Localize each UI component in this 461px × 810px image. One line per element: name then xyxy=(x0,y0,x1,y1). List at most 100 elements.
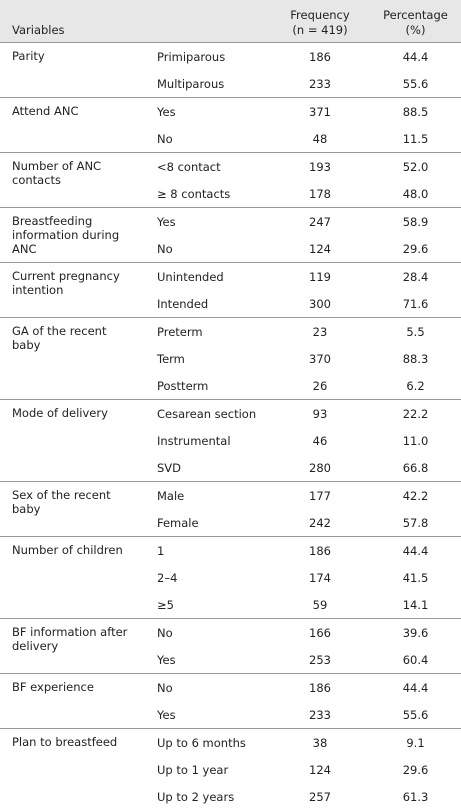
frequency-cell: 26 xyxy=(270,372,370,400)
percentage-cell: 28.4 xyxy=(370,263,461,291)
frequency-cell: 48 xyxy=(270,125,370,153)
variable-cell: Number of ANC contacts xyxy=(0,153,145,208)
frequency-cell: 233 xyxy=(270,701,370,729)
frequency-cell: 178 xyxy=(270,180,370,208)
percentage-cell: 60.4 xyxy=(370,646,461,674)
category-cell: Yes xyxy=(145,701,270,729)
category-cell: Yes xyxy=(145,98,270,126)
percentage-cell: 11.0 xyxy=(370,427,461,454)
variable-cell: GA of the recent baby xyxy=(0,318,145,400)
percentage-cell: 55.6 xyxy=(370,701,461,729)
category-cell: Up to 1 year xyxy=(145,756,270,783)
percentage-cell: 48.0 xyxy=(370,180,461,208)
category-cell: Primiparous xyxy=(145,43,270,71)
header-text: (n = 419) xyxy=(276,23,364,38)
variable-cell: Sex of the recent baby xyxy=(0,482,145,537)
percentage-cell: 22.2 xyxy=(370,400,461,428)
category-cell: Term xyxy=(145,345,270,372)
category-cell: SVD xyxy=(145,454,270,482)
percentage-cell: 11.5 xyxy=(370,125,461,153)
percentage-cell: 44.4 xyxy=(370,674,461,702)
category-cell: 1 xyxy=(145,537,270,565)
category-cell: Up to 6 months xyxy=(145,729,270,757)
percentage-cell: 14.1 xyxy=(370,591,461,619)
percentage-cell: 61.3 xyxy=(370,783,461,810)
percentage-cell: 52.0 xyxy=(370,153,461,181)
percentage-cell: 44.4 xyxy=(370,43,461,71)
variable-cell: Mode of delivery xyxy=(0,400,145,482)
category-cell: <8 contact xyxy=(145,153,270,181)
variable-cell: Current pregnancy intention xyxy=(0,263,145,318)
frequency-cell: 38 xyxy=(270,729,370,757)
category-cell: Up to 2 years xyxy=(145,783,270,810)
frequency-cell: 186 xyxy=(270,43,370,71)
category-cell: No xyxy=(145,619,270,647)
percentage-cell: 41.5 xyxy=(370,564,461,591)
frequency-cell: 166 xyxy=(270,619,370,647)
header-text: (%) xyxy=(376,23,455,38)
variable-cell: Parity xyxy=(0,43,145,98)
percentage-cell: 9.1 xyxy=(370,729,461,757)
header-percentage: Percentage(%) xyxy=(370,0,461,43)
frequency-cell: 177 xyxy=(270,482,370,510)
category-cell: Female xyxy=(145,509,270,537)
percentage-cell: 66.8 xyxy=(370,454,461,482)
percentage-cell: 6.2 xyxy=(370,372,461,400)
percentage-cell: 88.5 xyxy=(370,98,461,126)
frequency-cell: 247 xyxy=(270,208,370,236)
percentage-cell: 88.3 xyxy=(370,345,461,372)
percentage-cell: 71.6 xyxy=(370,290,461,318)
frequency-cell: 119 xyxy=(270,263,370,291)
variable-cell: Plan to breastfeed xyxy=(0,729,145,810)
category-cell: No xyxy=(145,235,270,263)
frequency-cell: 280 xyxy=(270,454,370,482)
frequency-cell: 174 xyxy=(270,564,370,591)
header-variables: Variables xyxy=(0,0,270,43)
category-cell: Cesarean section xyxy=(145,400,270,428)
category-cell: Instrumental xyxy=(145,427,270,454)
frequency-cell: 186 xyxy=(270,674,370,702)
frequency-cell: 46 xyxy=(270,427,370,454)
frequency-cell: 59 xyxy=(270,591,370,619)
variable-cell: BF experience xyxy=(0,674,145,729)
percentage-cell: 5.5 xyxy=(370,318,461,346)
category-cell: Postterm xyxy=(145,372,270,400)
category-cell: ≥5 xyxy=(145,591,270,619)
frequency-cell: 124 xyxy=(270,235,370,263)
category-cell: Intended xyxy=(145,290,270,318)
table-header: Variables Frequency(n = 419) Percentage(… xyxy=(0,0,461,43)
frequency-cell: 93 xyxy=(270,400,370,428)
percentage-cell: 29.6 xyxy=(370,756,461,783)
percentage-cell: 39.6 xyxy=(370,619,461,647)
frequency-cell: 300 xyxy=(270,290,370,318)
frequency-cell: 233 xyxy=(270,70,370,98)
frequency-cell: 242 xyxy=(270,509,370,537)
header-text: Percentage xyxy=(376,8,455,23)
frequency-cell: 186 xyxy=(270,537,370,565)
variable-cell: Attend ANC xyxy=(0,98,145,153)
category-cell: Male xyxy=(145,482,270,510)
variable-cell: BF information after delivery xyxy=(0,619,145,674)
frequency-cell: 370 xyxy=(270,345,370,372)
percentage-cell: 58.9 xyxy=(370,208,461,236)
frequency-cell: 124 xyxy=(270,756,370,783)
category-cell: ≥ 8 contacts xyxy=(145,180,270,208)
percentage-cell: 29.6 xyxy=(370,235,461,263)
category-cell: Yes xyxy=(145,208,270,236)
variable-cell: Number of children xyxy=(0,537,145,619)
header-text: Frequency xyxy=(276,8,364,23)
header-row: Variables Frequency(n = 419) Percentage(… xyxy=(0,0,461,43)
